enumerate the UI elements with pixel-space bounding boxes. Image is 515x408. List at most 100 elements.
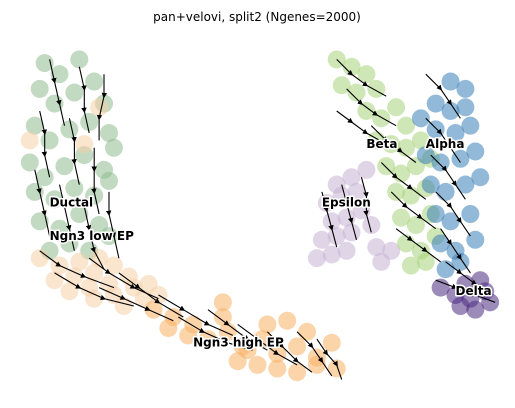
cluster-labels-layer: Ductal Ngn3 low EP Ngn3 high EP Epsilon Beta… [48,135,493,351]
velocity-streamline [78,66,90,134]
data-point [20,153,39,172]
data-point [100,171,118,190]
velocity-streamline [54,272,134,307]
data-point [30,212,49,231]
data-point [466,142,485,161]
data-point [421,175,440,194]
data-point [159,319,178,338]
data-point [372,109,391,128]
data-point [451,149,470,168]
data-point [337,241,356,260]
data-point [213,293,232,312]
data-point [258,315,277,334]
data-point [60,120,79,139]
data-point [416,252,435,271]
streamlines-layer [34,59,496,380]
data-point [65,83,84,102]
velocity-streamline [39,250,115,289]
data-point [322,333,341,352]
data-point [322,245,341,264]
data-point [431,278,450,297]
data-point [367,238,386,257]
data-point [104,138,123,157]
data-point [347,182,366,201]
cluster-label-epsilon: Epsilon [322,196,371,210]
data-point [426,205,445,223]
data-point [387,98,406,117]
cluster-label-ngn3-high-ep: Ngn3 high EP [193,335,284,349]
cluster-label-delta: Delta [456,284,492,298]
velocity-streamline [430,154,466,200]
data-point [377,157,396,176]
data-point [80,113,99,131]
cluster-epsilon [307,160,401,271]
data-point [451,297,470,315]
data-point [436,182,455,201]
velocity-streamline [178,316,253,351]
velocity-streamline [435,191,471,237]
data-point [238,341,257,360]
velocity-streamline [39,110,51,178]
data-point [85,263,104,282]
data-point [45,271,64,290]
data-point [406,216,425,235]
cluster-label-beta: Beta [366,137,397,151]
data-point [327,359,346,378]
velocity-streamline [321,191,338,248]
data-point [461,116,480,135]
data-point [85,186,104,205]
velocity-streamline [435,279,496,303]
data-point [30,249,49,268]
velocity-streamline [96,74,108,141]
velocity-streamline [370,125,417,163]
data-point [35,54,54,73]
velocity-streamline [58,184,75,251]
data-point [278,311,297,330]
data-point [347,83,366,102]
data-point [100,124,118,143]
data-point [60,282,79,301]
data-point [411,131,430,150]
velocity-streamline [316,338,343,380]
velocity-streamline [49,59,66,126]
points-layer [20,50,500,382]
velocity-streamline [34,169,51,237]
data-point [268,359,287,378]
data-point [362,216,381,235]
data-point [332,76,351,95]
data-point [288,337,307,356]
velocity-streamline [425,117,461,163]
data-point [70,205,89,223]
data-point [461,205,480,223]
velocity-streamline [425,73,461,119]
data-point [466,230,485,249]
data-point [416,146,435,165]
data-point [298,322,316,341]
data-point [85,72,104,91]
data-point [357,160,376,179]
data-point [30,79,49,98]
velocity-streamline [296,331,333,377]
data-point [471,168,490,187]
data-point [466,300,485,319]
cluster-label-ngn3-low-ep: Ngn3 low EP [50,229,135,243]
data-point [114,297,133,315]
data-point [40,131,59,150]
data-point [90,98,109,117]
data-point [456,98,475,117]
data-point [312,230,331,249]
velocity-streamline [336,110,387,145]
chart-title: pan+velovi, split2 (Ngenes=2000) [153,10,361,24]
data-point [55,157,74,176]
data-point [481,293,500,312]
data-point [248,355,267,374]
velocity-streamline [445,261,491,292]
data-point [382,241,401,260]
data-point [431,153,450,172]
velocity-streamline [440,228,471,274]
velocity-streamline [105,191,120,259]
data-point [85,289,104,308]
velocity-streamline [380,162,427,200]
data-point [342,168,361,187]
velocity-streamline [346,88,397,127]
